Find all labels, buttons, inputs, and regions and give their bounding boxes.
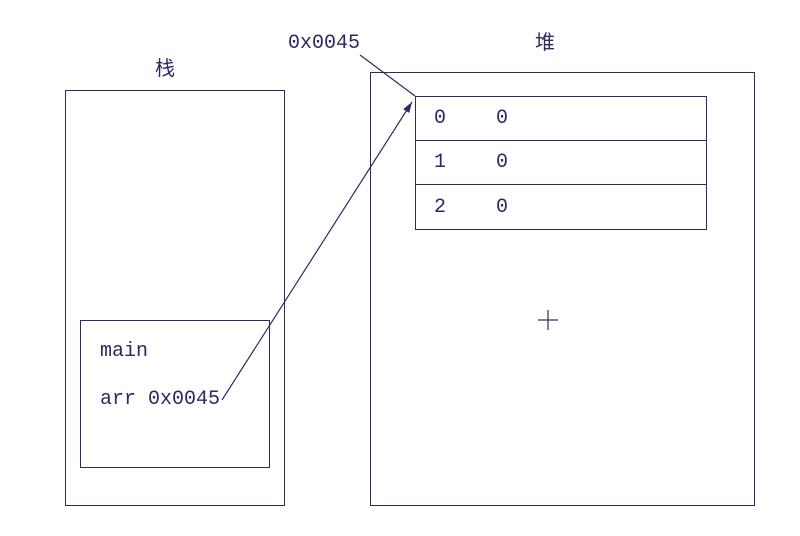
table-cell-index: 0 (416, 107, 496, 130)
stack-var-label: arr 0x0045 (100, 388, 220, 411)
heap-title: 堆 (535, 26, 555, 56)
stack-frame-name: main (100, 340, 148, 363)
table-cell-value: 0 (496, 107, 508, 130)
heap-table: 001020 (415, 96, 707, 230)
table-cell-index: 1 (416, 151, 496, 174)
table-cell-value: 0 (496, 151, 508, 174)
table-row: 00 (416, 97, 706, 141)
table-row: 20 (416, 185, 706, 229)
stack-title: 栈 (155, 52, 175, 82)
table-cell-value: 0 (496, 196, 508, 219)
table-cell-index: 2 (416, 196, 496, 219)
table-row: 10 (416, 141, 706, 185)
heap-address-label: 0x0045 (288, 32, 360, 55)
